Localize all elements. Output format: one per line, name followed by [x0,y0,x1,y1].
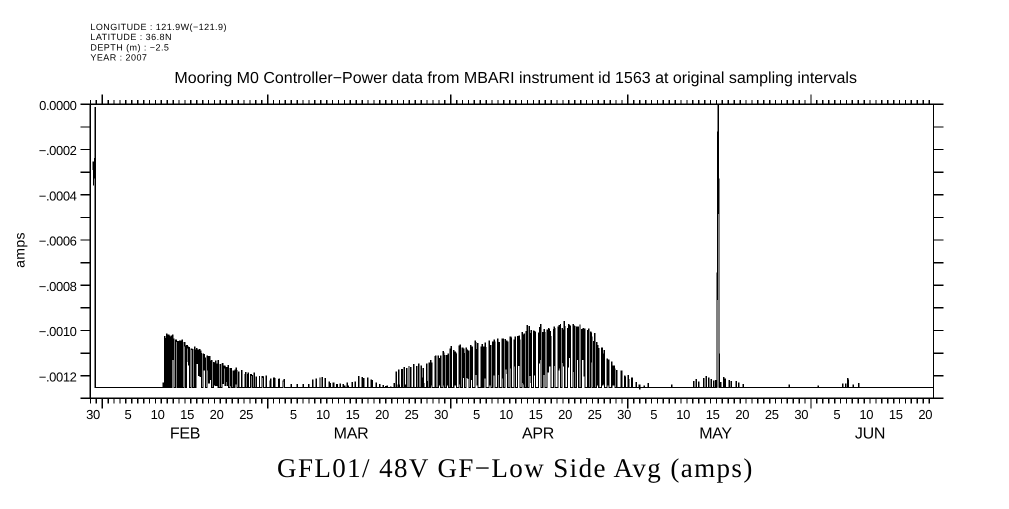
svg-text:30: 30 [86,407,100,422]
svg-text:30: 30 [617,407,631,422]
svg-text:LONGITUDE : 121.9W(−121.9): LONGITUDE : 121.9W(−121.9) [90,22,227,32]
svg-text:YEAR : 2007: YEAR : 2007 [90,52,147,62]
svg-text:DEPTH (m) : −2.5: DEPTH (m) : −2.5 [90,42,169,52]
svg-text:10: 10 [676,407,690,422]
svg-text:−.0004: −.0004 [39,188,77,203]
svg-text:20: 20 [558,407,572,422]
svg-text:Mooring M0 Controller−Power da: Mooring M0 Controller−Power data from MB… [174,70,857,87]
svg-text:MAY: MAY [699,425,732,442]
svg-text:5: 5 [650,407,657,422]
svg-text:15: 15 [706,407,720,422]
svg-text:5: 5 [833,407,840,422]
svg-text:LATITUDE : 36.8N: LATITUDE : 36.8N [90,32,172,42]
svg-text:amps: amps [12,232,28,268]
svg-text:25: 25 [405,407,419,422]
svg-text:15: 15 [529,407,543,422]
svg-text:−.0010: −.0010 [39,324,77,339]
svg-text:30: 30 [434,407,448,422]
svg-text:10: 10 [499,407,513,422]
svg-text:30: 30 [794,407,808,422]
svg-text:GFL01/ 48V GF−Low Side Avg (am: GFL01/ 48V GF−Low Side Avg (amps) [277,453,754,483]
svg-text:15: 15 [180,407,194,422]
svg-text:25: 25 [588,407,602,422]
svg-text:25: 25 [239,407,253,422]
svg-text:10: 10 [151,407,165,422]
svg-text:10: 10 [316,407,330,422]
svg-text:5: 5 [290,407,297,422]
svg-text:20: 20 [735,407,749,422]
svg-text:−.0008: −.0008 [39,279,77,294]
svg-text:0.0000: 0.0000 [39,98,77,113]
svg-text:−.0006: −.0006 [39,234,77,249]
svg-text:20: 20 [918,407,932,422]
svg-text:5: 5 [473,407,480,422]
svg-text:MAR: MAR [334,425,369,442]
svg-text:APR: APR [522,425,554,442]
svg-text:20: 20 [375,407,389,422]
svg-text:−.0012: −.0012 [39,369,77,384]
svg-text:20: 20 [210,407,224,422]
svg-text:−.0002: −.0002 [39,143,77,158]
svg-text:JUN: JUN [855,425,885,442]
svg-text:15: 15 [889,407,903,422]
svg-text:25: 25 [765,407,779,422]
svg-text:5: 5 [125,407,132,422]
svg-text:10: 10 [859,407,873,422]
svg-text:FEB: FEB [170,425,200,442]
svg-text:15: 15 [346,407,360,422]
